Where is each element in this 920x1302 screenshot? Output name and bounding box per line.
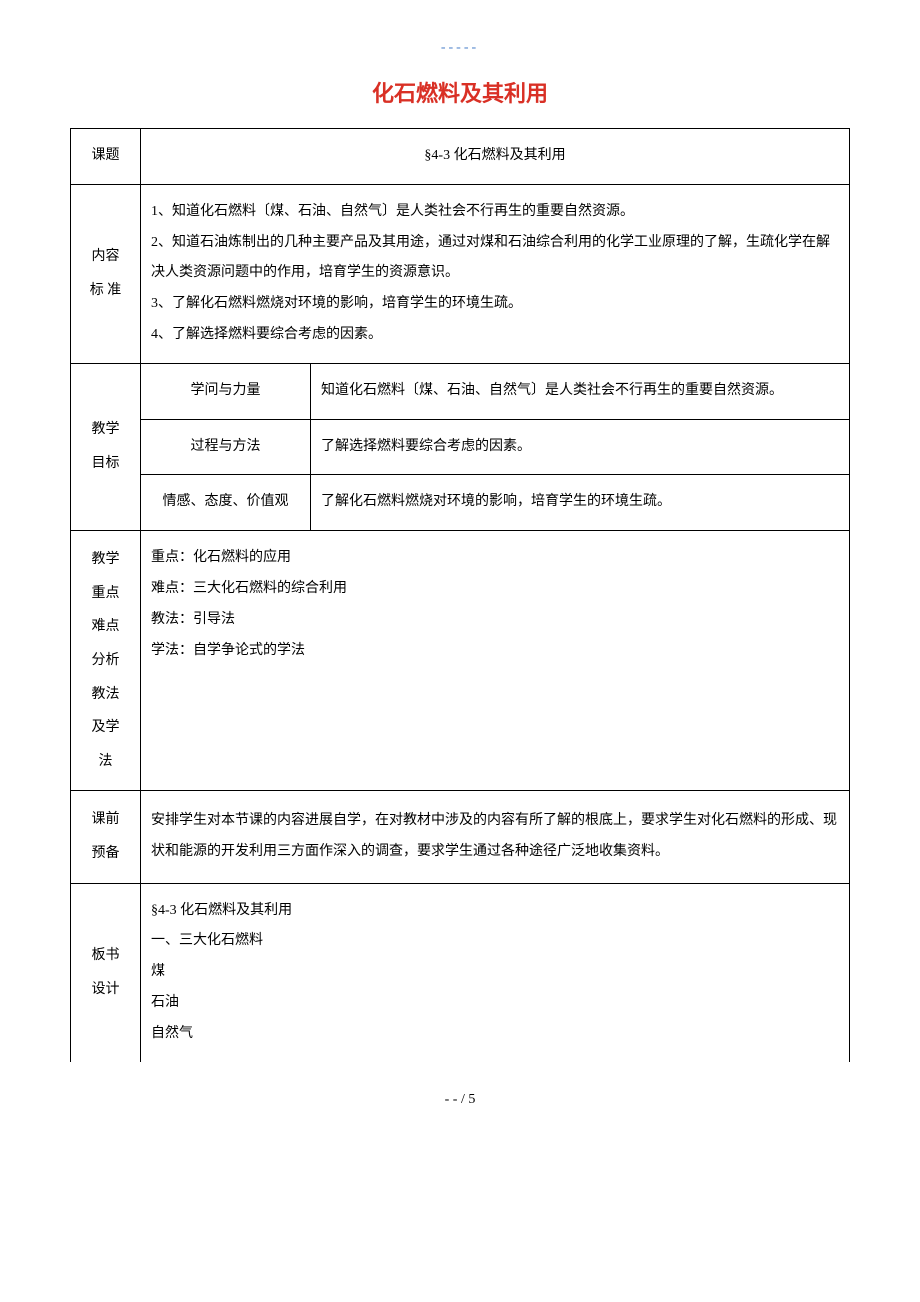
board-design-value-cell: §4-3 化石燃料及其利用 一、三大化石燃料 煤 石油 自然气 — [141, 883, 850, 1061]
goals-row1-label: 学问与力量 — [141, 364, 310, 419]
content-std-line1: 1、知道化石燃料〔煤、石油、自然气〕是人类社会不行再生的重要自然资源。 — [151, 197, 839, 228]
content-std-line4: 4、了解选择燃料要综合考虑的因素。 — [151, 320, 839, 351]
board-line5: 自然气 — [151, 1019, 839, 1050]
goals-value-cell: 知道化石燃料〔煤、石油、自然气〕是人类社会不行再生的重要自然资源。 — [311, 363, 850, 419]
header-dashes: ----- — [70, 40, 850, 56]
table-row: 过程与方法 了解选择燃料要综合考虑的因素。 — [71, 419, 850, 475]
table-row: 板书设计 §4-3 化石燃料及其利用 一、三大化石燃料 煤 石油 自然气 — [71, 883, 850, 1061]
goals-row2-label: 过程与方法 — [141, 420, 310, 475]
key-difficult-value-cell: 重点：化石燃料的应用 难点：三大化石燃料的综合利用 教法：引导法 学法：自学争论… — [141, 531, 850, 791]
teaching-goals-label-cell: 教学目标 — [71, 363, 141, 530]
document-title: 化石燃料及其利用 — [70, 76, 850, 108]
table-row: 课题 §4-3 化石燃料及其利用 — [71, 129, 850, 185]
topic-value: §4-3 化石燃料及其利用 — [141, 129, 849, 184]
board-line1: §4-3 化石燃料及其利用 — [151, 896, 839, 927]
board-design-label: 板书设计 — [71, 927, 140, 1018]
goals-sub-label-cell: 过程与方法 — [141, 419, 311, 475]
board-line2: 一、三大化石燃料 — [151, 926, 839, 957]
goals-value-cell: 了解选择燃料要综合考虑的因素。 — [311, 419, 850, 475]
pre-class-label-cell: 课前预备 — [71, 791, 141, 883]
key-diff-line2: 难点：三大化石燃料的综合利用 — [151, 574, 839, 605]
key-diff-line4: 学法：自学争论式的学法 — [151, 636, 839, 667]
table-row: 课前预备 安排学生对本节课的内容进展自学，在对教材中涉及的内容有所了解的根底上，… — [71, 791, 850, 883]
topic-label: 课题 — [71, 129, 140, 184]
pre-class-label: 课前预备 — [71, 791, 140, 882]
key-difficult-label: 教学重点难点分析教法及学法 — [71, 531, 140, 790]
page-footer: - - / 5 — [70, 1092, 850, 1108]
content-std-line2: 2、知道石油炼制出的几种主要产品及其用途，通过对煤和石油综合利用的化学工业原理的… — [151, 228, 839, 290]
goals-row3-label: 情感、态度、价值观 — [141, 475, 310, 530]
teaching-goals-label: 教学目标 — [71, 401, 140, 492]
key-diff-line3: 教法：引导法 — [151, 605, 839, 636]
table-row: 教学目标 学问与力量 知道化石燃料〔煤、石油、自然气〕是人类社会不行再生的重要自… — [71, 363, 850, 419]
goals-row3-value: 了解化石燃料燃烧对环境的影响，培育学生的环境生疏。 — [311, 475, 849, 530]
topic-value-cell: §4-3 化石燃料及其利用 — [141, 129, 850, 185]
table-row: 情感、态度、价值观 了解化石燃料燃烧对环境的影响，培育学生的环境生疏。 — [71, 475, 850, 531]
key-diff-line1: 重点：化石燃料的应用 — [151, 543, 839, 574]
topic-label-cell: 课题 — [71, 129, 141, 185]
key-difficult-label-cell: 教学重点难点分析教法及学法 — [71, 531, 141, 791]
pre-class-value: 安排学生对本节课的内容进展自学，在对教材中涉及的内容有所了解的根底上，要求学生对… — [141, 794, 849, 880]
pre-class-value-cell: 安排学生对本节课的内容进展自学，在对教材中涉及的内容有所了解的根底上，要求学生对… — [141, 791, 850, 883]
content-std-line3: 3、了解化石燃料燃烧对环境的影响，培育学生的环境生疏。 — [151, 289, 839, 320]
goals-row1-value: 知道化石燃料〔煤、石油、自然气〕是人类社会不行再生的重要自然资源。 — [311, 364, 849, 419]
goals-row2-value: 了解选择燃料要综合考虑的因素。 — [311, 420, 849, 475]
content-standard-value-cell: 1、知道化石燃料〔煤、石油、自然气〕是人类社会不行再生的重要自然资源。 2、知道… — [141, 184, 850, 363]
table-row: 内容标 准 1、知道化石燃料〔煤、石油、自然气〕是人类社会不行再生的重要自然资源… — [71, 184, 850, 363]
goals-sub-label-cell: 学问与力量 — [141, 363, 311, 419]
table-row: 教学重点难点分析教法及学法 重点：化石燃料的应用 难点：三大化石燃料的综合利用 … — [71, 531, 850, 791]
board-design-label-cell: 板书设计 — [71, 883, 141, 1061]
lesson-plan-table: 课题 §4-3 化石燃料及其利用 内容标 准 1、知道化石燃料〔煤、石油、自然气… — [70, 128, 850, 1062]
content-standard-label: 内容标 准 — [71, 228, 140, 319]
board-line3: 煤 — [151, 957, 839, 988]
goals-value-cell: 了解化石燃料燃烧对环境的影响，培育学生的环境生疏。 — [311, 475, 850, 531]
board-line4: 石油 — [151, 988, 839, 1019]
content-standard-label-cell: 内容标 准 — [71, 184, 141, 363]
goals-sub-label-cell: 情感、态度、价值观 — [141, 475, 311, 531]
